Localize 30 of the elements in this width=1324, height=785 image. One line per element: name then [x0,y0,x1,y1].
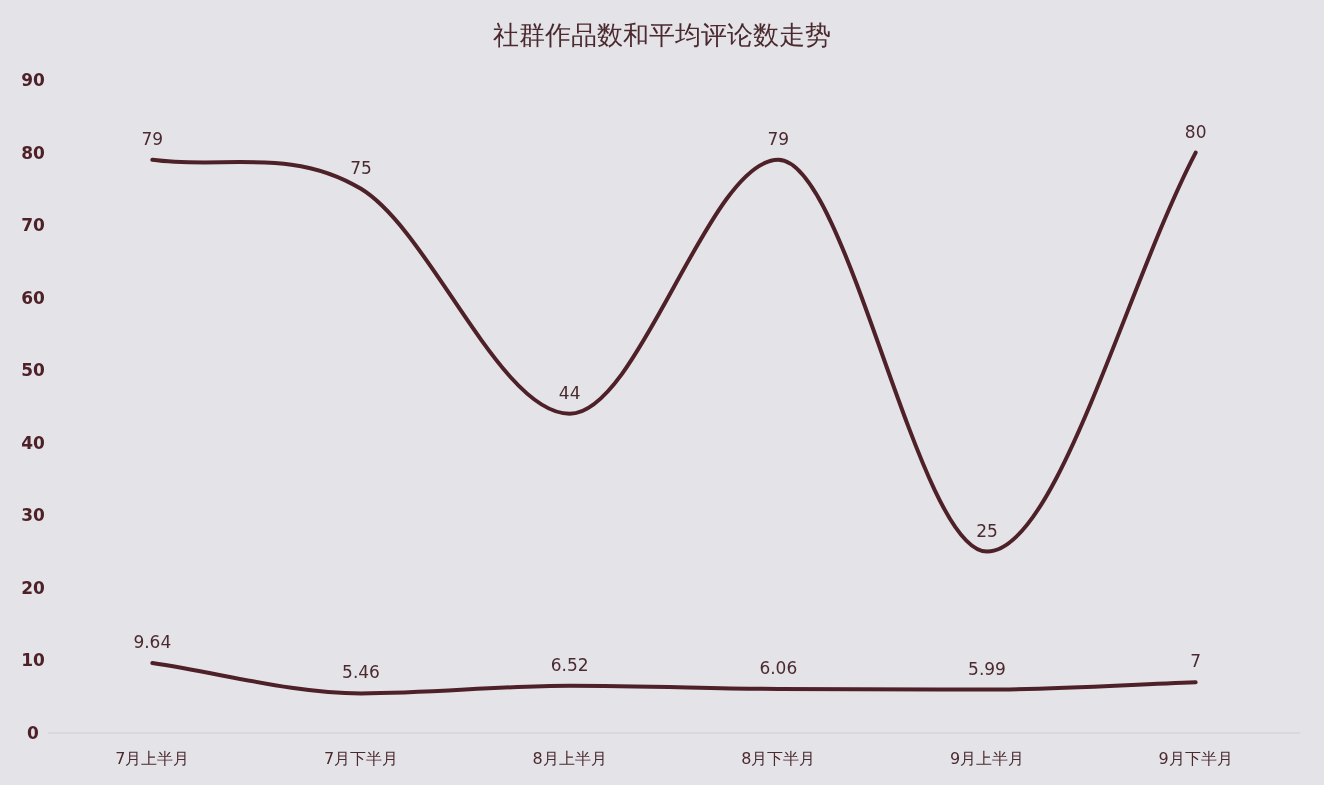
y-tick-label: 30 [21,505,45,526]
x-tick-label: 8月下半月 [741,749,816,768]
data-label: 6.06 [759,658,798,679]
data-label: 7 [1190,651,1202,672]
line-series [150,150,1198,554]
x-tick-label: 9月下半月 [1158,749,1233,768]
chart-title: 社群作品数和平均评论数走势 [493,20,831,50]
x-tick-label: 9月上半月 [949,749,1025,768]
y-tick-label: 70 [21,215,45,236]
data-label: 5.99 [968,658,1006,679]
data-label: 9.64 [133,632,172,653]
data-label: 79 [141,128,164,149]
y-tick-label: 40 [21,432,45,453]
data-label: 80 [1184,121,1207,142]
y-tick-label: 20 [21,577,45,598]
data-label: 44 [558,382,581,403]
data-label: 75 [350,157,372,178]
y-tick-label: 80 [21,142,45,163]
data-label: 5.46 [342,662,380,683]
data-label: 25 [976,520,998,541]
data-label: 6.52 [550,654,589,675]
y-tick-label: 90 [21,70,45,90]
x-tick-label: 7月上半月 [115,749,190,768]
x-tick-label: 8月上半月 [532,749,607,768]
data-label: 79 [767,128,790,149]
y-tick-label: 0 [27,723,40,743]
y-tick-label: 10 [21,650,45,671]
y-tick-label: 60 [21,287,45,308]
x-tick-label: 7月下半月 [323,749,399,768]
y-tick-label: 50 [21,360,45,381]
